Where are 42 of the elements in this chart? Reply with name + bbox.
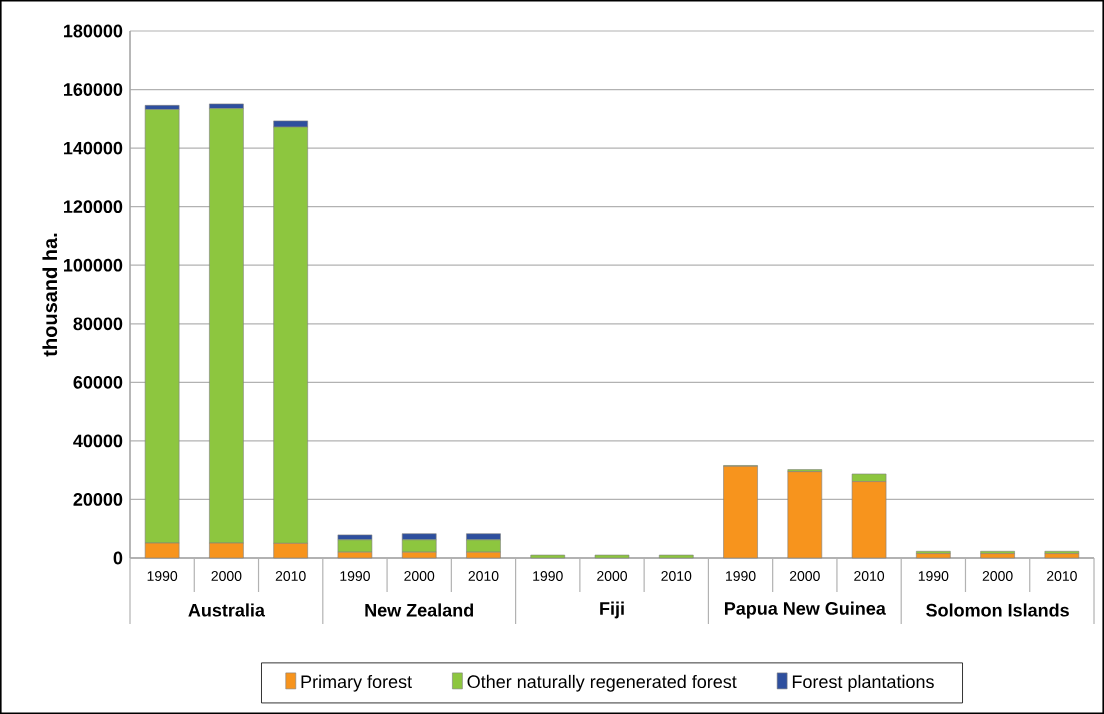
bar — [723, 466, 758, 559]
y-axis-title: thousand ha. — [42, 233, 58, 357]
bar — [658, 554, 694, 559]
x-tick-label: 2010 — [468, 571, 499, 581]
x-tick-label: 2000 — [789, 571, 820, 581]
x-tick-label: 2000 — [211, 571, 242, 581]
y-tick-label: 100000 — [64, 258, 123, 272]
text: Australia — [188, 603, 266, 617]
bar — [1044, 553, 1080, 559]
y-tick-label: 160000 — [64, 83, 123, 96]
text: New Zealand — [365, 603, 474, 617]
text: Fiji — [600, 601, 624, 619]
y-tick-label: 120000 — [64, 200, 123, 214]
x-tick-label: 2010 — [275, 571, 306, 581]
y-tick-label: 0 — [113, 551, 123, 565]
x-tick-label: 1990 — [340, 571, 370, 581]
legend-label: Primary forest — [301, 674, 412, 692]
y-tick-label: 40000 — [73, 434, 123, 448]
x-tick-label: 1990 — [533, 571, 563, 581]
x-tick-label: 2000 — [404, 571, 435, 581]
y-tick-label: 140000 — [64, 141, 123, 155]
y-tick-label: 180000 — [64, 24, 123, 38]
x-tick-label: 1990 — [726, 571, 756, 581]
x-tick-label: 2000 — [597, 571, 628, 581]
bar — [916, 553, 951, 559]
y-tick-label: 60000 — [73, 375, 123, 389]
x-tick-label: 2010 — [661, 571, 692, 581]
bar — [530, 554, 566, 559]
bar — [980, 553, 1015, 559]
bar — [594, 554, 630, 559]
bar — [787, 471, 823, 559]
legend-label: Other naturally regenerated forest — [467, 674, 737, 692]
x-tick-label: 1990 — [918, 571, 949, 581]
text: Papua New Guinea — [724, 601, 886, 619]
x-tick-label: 2010 — [1046, 571, 1077, 581]
legend-label: Forest plantations — [792, 674, 934, 692]
x-tick-label: 1990 — [147, 571, 178, 581]
x-tick-label: 2010 — [854, 571, 885, 581]
x-tick-label: 2000 — [982, 571, 1013, 581]
y-tick-label: 80000 — [73, 317, 123, 331]
text: Solomon Islands — [926, 603, 1069, 617]
y-tick-label: 20000 — [73, 493, 123, 506]
